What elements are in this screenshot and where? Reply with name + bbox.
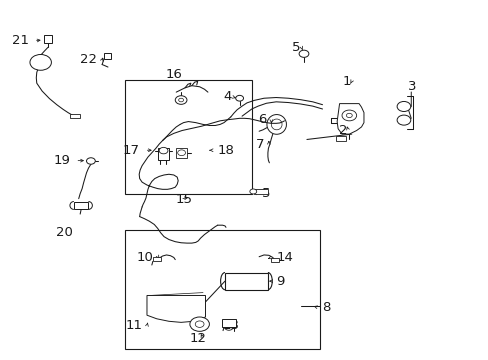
Text: 6: 6 [258, 113, 266, 126]
Text: 4: 4 [223, 90, 231, 103]
Bar [125, 230, 320, 348]
Circle shape [249, 189, 256, 194]
Circle shape [341, 110, 356, 121]
Bar [254, 189, 267, 194]
Text: 21: 21 [12, 34, 29, 48]
Circle shape [86, 158, 95, 164]
Circle shape [195, 321, 203, 327]
Text: 17: 17 [122, 144, 140, 157]
Circle shape [396, 115, 410, 125]
Circle shape [175, 96, 186, 104]
Bar [224, 273, 267, 290]
Circle shape [235, 95, 243, 101]
Text: 13: 13 [222, 319, 239, 332]
Circle shape [30, 54, 51, 70]
Circle shape [346, 113, 351, 118]
Text: 3: 3 [407, 80, 416, 93]
Bar [70, 114, 80, 118]
Bar [43, 35, 52, 42]
Bar [74, 202, 88, 210]
Circle shape [177, 150, 185, 156]
Circle shape [396, 102, 410, 112]
Text: 19: 19 [54, 154, 70, 167]
Circle shape [299, 50, 308, 57]
Bar [104, 53, 111, 59]
Bar [335, 136, 345, 141]
Text: 11: 11 [125, 319, 142, 332]
Text: 7: 7 [255, 138, 264, 151]
Text: 14: 14 [276, 251, 292, 264]
Circle shape [178, 98, 183, 102]
Text: 20: 20 [56, 226, 72, 239]
Bar [125, 80, 251, 194]
Bar [221, 319, 236, 327]
Circle shape [189, 317, 209, 331]
Text: 18: 18 [217, 144, 234, 157]
Text: 15: 15 [175, 193, 192, 206]
Text: 16: 16 [165, 68, 182, 81]
Bar [153, 257, 160, 261]
Circle shape [159, 147, 167, 154]
Text: 1: 1 [342, 75, 350, 87]
Text: 8: 8 [322, 301, 330, 314]
Text: 5: 5 [292, 41, 300, 54]
Polygon shape [147, 296, 205, 322]
Text: 12: 12 [189, 332, 206, 345]
Text: 9: 9 [276, 275, 284, 288]
Bar [158, 148, 169, 159]
Polygon shape [336, 104, 363, 134]
Text: 10: 10 [136, 251, 153, 264]
Bar [176, 148, 186, 158]
Text: 5: 5 [261, 187, 269, 200]
Text: 22: 22 [80, 53, 97, 66]
Text: 2: 2 [339, 124, 347, 138]
Bar [271, 258, 279, 262]
